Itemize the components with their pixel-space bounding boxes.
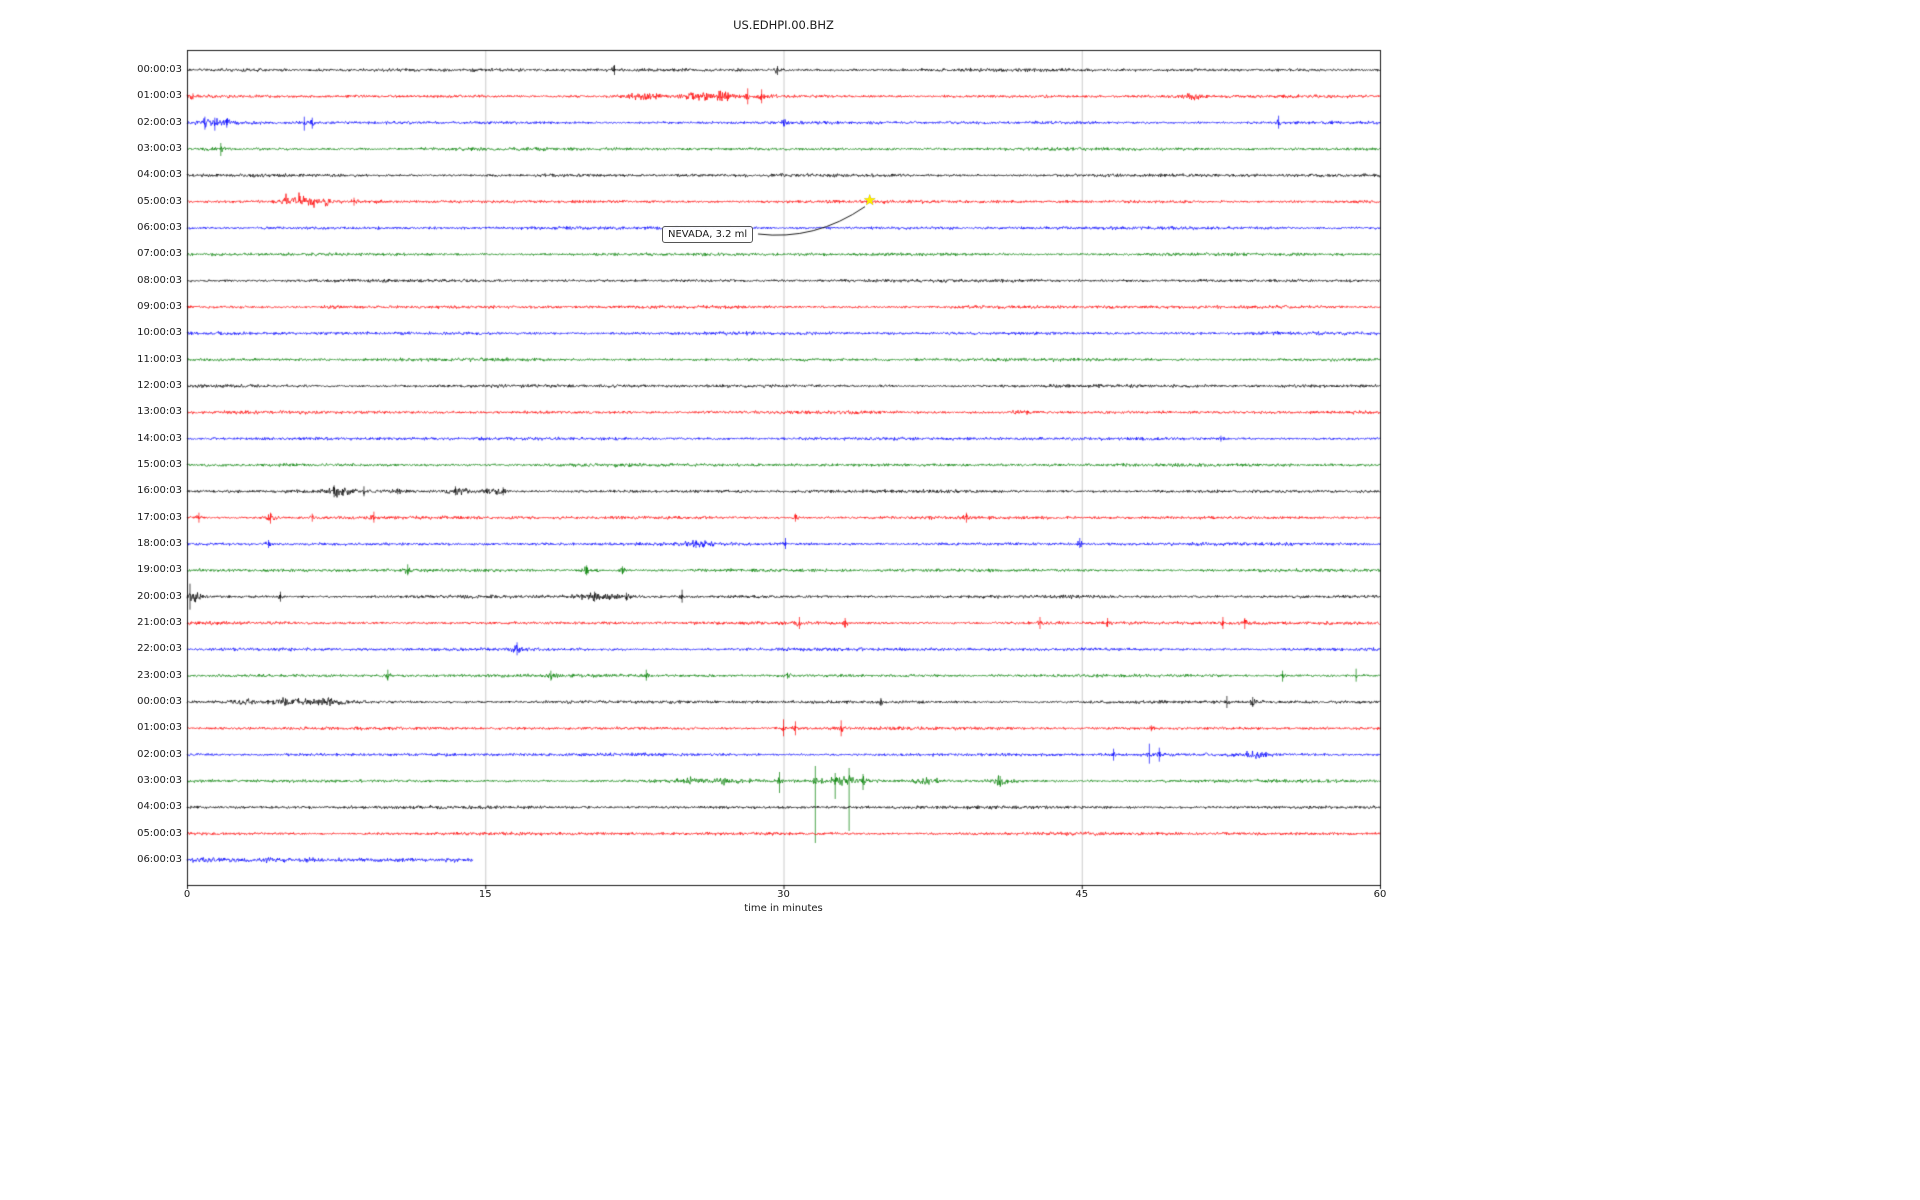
row-label: 18:00:03: [137, 537, 182, 549]
row-label: 19:00:03: [137, 564, 182, 576]
row-label: 23:00:03: [137, 669, 182, 681]
row-label: 07:00:03: [137, 248, 182, 260]
row-label: 16:00:03: [137, 485, 182, 497]
row-label: 01:00:03: [137, 90, 182, 102]
row-label: 17:00:03: [137, 511, 182, 523]
row-label: 03:00:03: [137, 774, 182, 786]
row-label: 20:00:03: [137, 590, 182, 602]
row-label: 22:00:03: [137, 643, 182, 655]
event-star-icon: ★: [862, 190, 877, 209]
row-label: 10:00:03: [137, 327, 182, 339]
row-label: 05:00:03: [137, 827, 182, 839]
row-label: 06:00:03: [137, 221, 182, 233]
row-label: 12:00:03: [137, 379, 182, 391]
row-label: 15:00:03: [137, 458, 182, 470]
row-label: 00:00:03: [137, 64, 182, 75]
row-label: 21:00:03: [137, 616, 182, 628]
event-annotation: NEVADA, 3.2 ml: [662, 226, 754, 243]
row-label: 05:00:03: [137, 195, 182, 207]
row-label: 01:00:03: [137, 722, 182, 734]
row-label: 02:00:03: [137, 748, 182, 760]
x-tick-label: 45: [1075, 889, 1089, 900]
row-label: 04:00:03: [137, 801, 182, 813]
x-tick-label: 30: [777, 889, 790, 900]
x-tick-label: 60: [1373, 889, 1387, 900]
row-label: 14:00:03: [137, 432, 182, 444]
row-label: 11:00:03: [137, 353, 182, 365]
row-label: 08:00:03: [137, 274, 182, 286]
row-label: 02:00:03: [137, 116, 182, 128]
x-tick-label: 15: [478, 889, 492, 900]
row-label: 03:00:03: [137, 142, 182, 154]
row-label: 13:00:03: [137, 406, 182, 418]
row-label: 06:00:03: [137, 853, 182, 865]
row-label: 00:00:03: [137, 695, 182, 707]
x-tick-label: 0: [183, 889, 191, 900]
x-axis-label: time in minutes: [744, 903, 823, 914]
row-label: 09:00:03: [137, 300, 182, 312]
row-label: 04:00:03: [137, 169, 182, 181]
page-title: US.EDHPI.00.BHZ: [733, 18, 834, 32]
